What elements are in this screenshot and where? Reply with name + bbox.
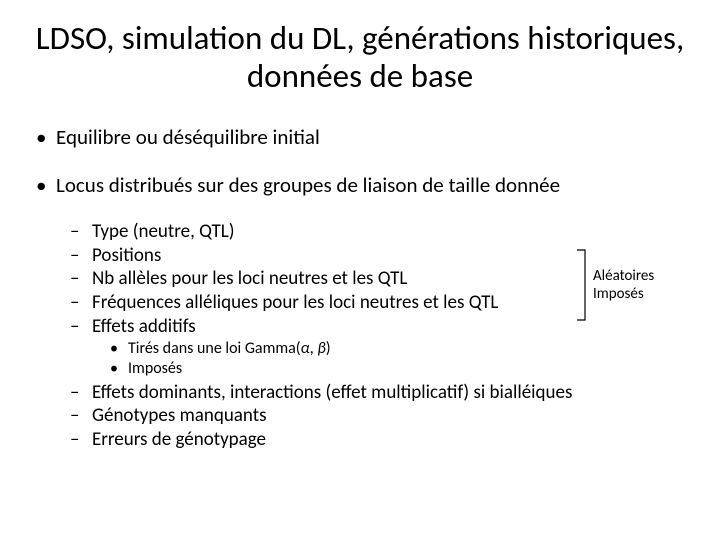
gamma-pre: Tirés dans une loi Gamma( — [128, 339, 301, 358]
gamma-beta: β — [317, 339, 325, 358]
bracket-icon — [575, 248, 589, 322]
gamma-post: ) — [326, 339, 331, 358]
sub-effets-dominants: Effets dominants, interactions (effet mu… — [70, 381, 690, 405]
bullet-locus: Locus distribués sur des groupes de liai… — [36, 172, 690, 198]
bracket-label-aleatoires: Aléatoires — [593, 267, 654, 285]
bullet-equilibre: Equilibre ou déséquilibre initial — [36, 124, 690, 150]
subsub-gamma: Tirés dans une loi Gamma(α, β) — [110, 339, 690, 359]
bracket-label-imposes: Imposés — [593, 285, 654, 303]
sub-type: Type (neutre, QTL) — [70, 220, 690, 244]
bracket-annotation: Aléatoires Imposés — [575, 248, 690, 322]
gamma-alpha: α — [301, 339, 310, 358]
sub-erreurs: Erreurs de génotypage — [70, 428, 690, 452]
sub-genotypes-manquants: Génotypes manquants — [70, 404, 690, 428]
subsub-imposes: Imposés — [110, 359, 690, 379]
slide-title: LDSO, simulation du DL, générations hist… — [30, 20, 690, 96]
bracket-labels: Aléatoires Imposés — [593, 267, 654, 303]
